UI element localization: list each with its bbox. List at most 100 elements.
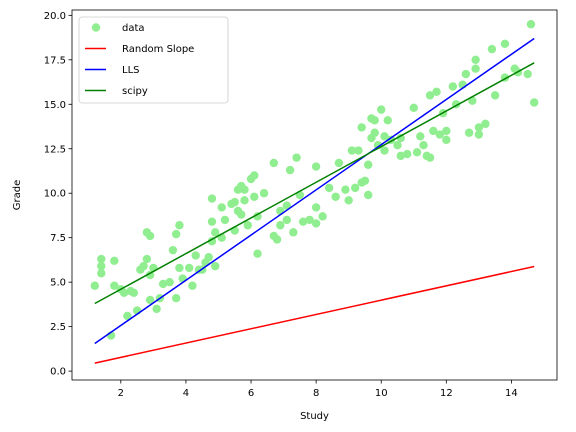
data-point-111 [425,153,435,162]
data-point-19 [145,295,155,305]
data-point-68 [282,215,292,225]
data-point-55 [243,221,252,230]
y-tick-label: 7.5 [50,233,66,244]
data-point-108 [416,132,425,141]
data-point-137 [526,20,536,29]
y-tick-label: 12.5 [44,144,66,155]
data-point-71 [292,153,301,162]
data-point-42 [211,261,220,271]
data-point-8 [119,288,129,298]
legend-box [78,16,229,104]
data-point-102 [393,140,402,150]
data-point-2 [97,254,106,264]
data-point-31 [184,263,194,273]
data-point-105 [403,149,412,159]
data-point-24 [165,277,174,287]
data-point-67 [282,201,292,210]
data-point-118 [442,135,451,145]
data-point-129 [481,119,490,129]
data-point-33 [191,251,200,260]
data-point-81 [334,158,344,168]
data-point-65 [276,221,285,230]
legend-label-random-slope-line: Random Slope [122,44,194,55]
data-point-52 [237,210,246,219]
data-point-79 [324,183,334,193]
data-point-126 [471,64,480,73]
data-point-75 [311,219,321,228]
x-tick-label: 14 [505,388,518,399]
data-point-104 [396,151,405,161]
scatter-points [90,20,539,340]
data-point-85 [350,183,360,193]
data-point-128 [474,123,484,132]
data-point-37 [204,253,213,262]
data-point-112 [425,91,435,100]
y-tick-label: 2.5 [50,322,66,333]
data-point-9 [123,311,132,321]
data-point-0 [90,281,99,290]
data-point-30 [178,274,187,283]
data-point-84 [347,146,357,155]
x-tick-label: 12 [440,388,453,399]
data-point-1 [97,269,106,278]
scipy-line [94,62,535,305]
data-point-80 [331,192,340,201]
data-point-5 [110,256,119,266]
data-point-131 [490,91,500,100]
data-point-109 [419,140,428,150]
data-point-106 [409,103,418,113]
data-point-44 [217,203,226,212]
data-point-122 [461,69,471,79]
data-point-97 [377,105,386,114]
data-point-58 [250,192,259,201]
data-point-15 [142,254,152,264]
data-point-115 [435,130,445,139]
random-slope-line [94,265,535,364]
data-point-95 [370,116,379,125]
x-tick-label: 6 [248,388,254,399]
data-point-99 [380,132,389,141]
x-axis-ticks: 2 4 6 8 10 12 14 [118,380,518,399]
data-point-70 [289,228,298,237]
data-point-87 [357,123,366,132]
y-tick-label: 5.0 [50,278,66,289]
data-point-6 [110,281,119,290]
axes-frame [71,9,558,381]
data-point-74 [305,215,314,225]
data-point-113 [429,126,438,136]
data-point-62 [269,158,279,168]
data-point-29 [175,221,184,230]
data-point-21 [152,304,161,314]
data-point-82 [341,185,350,194]
data-point-76 [311,203,321,212]
data-point-127 [474,130,484,139]
data-point-114 [432,87,441,97]
data-point-98 [380,146,389,155]
y-tick-label: 0.0 [50,367,66,378]
data-point-61 [259,189,269,198]
data-point-89 [360,176,370,185]
data-point-90 [364,160,373,169]
data-point-38 [207,237,217,246]
data-point-103 [396,133,405,143]
y-tick-label: 17.5 [44,55,66,66]
data-point-3 [97,261,106,271]
data-point-125 [471,55,480,65]
data-point-59 [253,212,262,221]
legend: data Random Slope LLS scipy [78,16,229,104]
x-tick-label: 8 [313,388,319,399]
data-point-45 [220,215,230,225]
data-point-100 [383,116,392,125]
data-point-23 [158,279,168,289]
legend-label-data: data [122,23,145,34]
x-tick-label: 2 [118,388,124,399]
data-point-138 [530,98,539,107]
y-tick-label: 15.0 [44,100,66,111]
data-point-73 [298,217,308,226]
y-axis-ticks: 0.0 2.5 5.0 7.5 10.0 12.5 15.0 17.5 20.0 [44,11,72,378]
x-axis-label: Study [300,411,329,422]
legend-marker-data [91,23,101,32]
data-point-25 [168,245,178,255]
data-point-40 [207,194,217,203]
